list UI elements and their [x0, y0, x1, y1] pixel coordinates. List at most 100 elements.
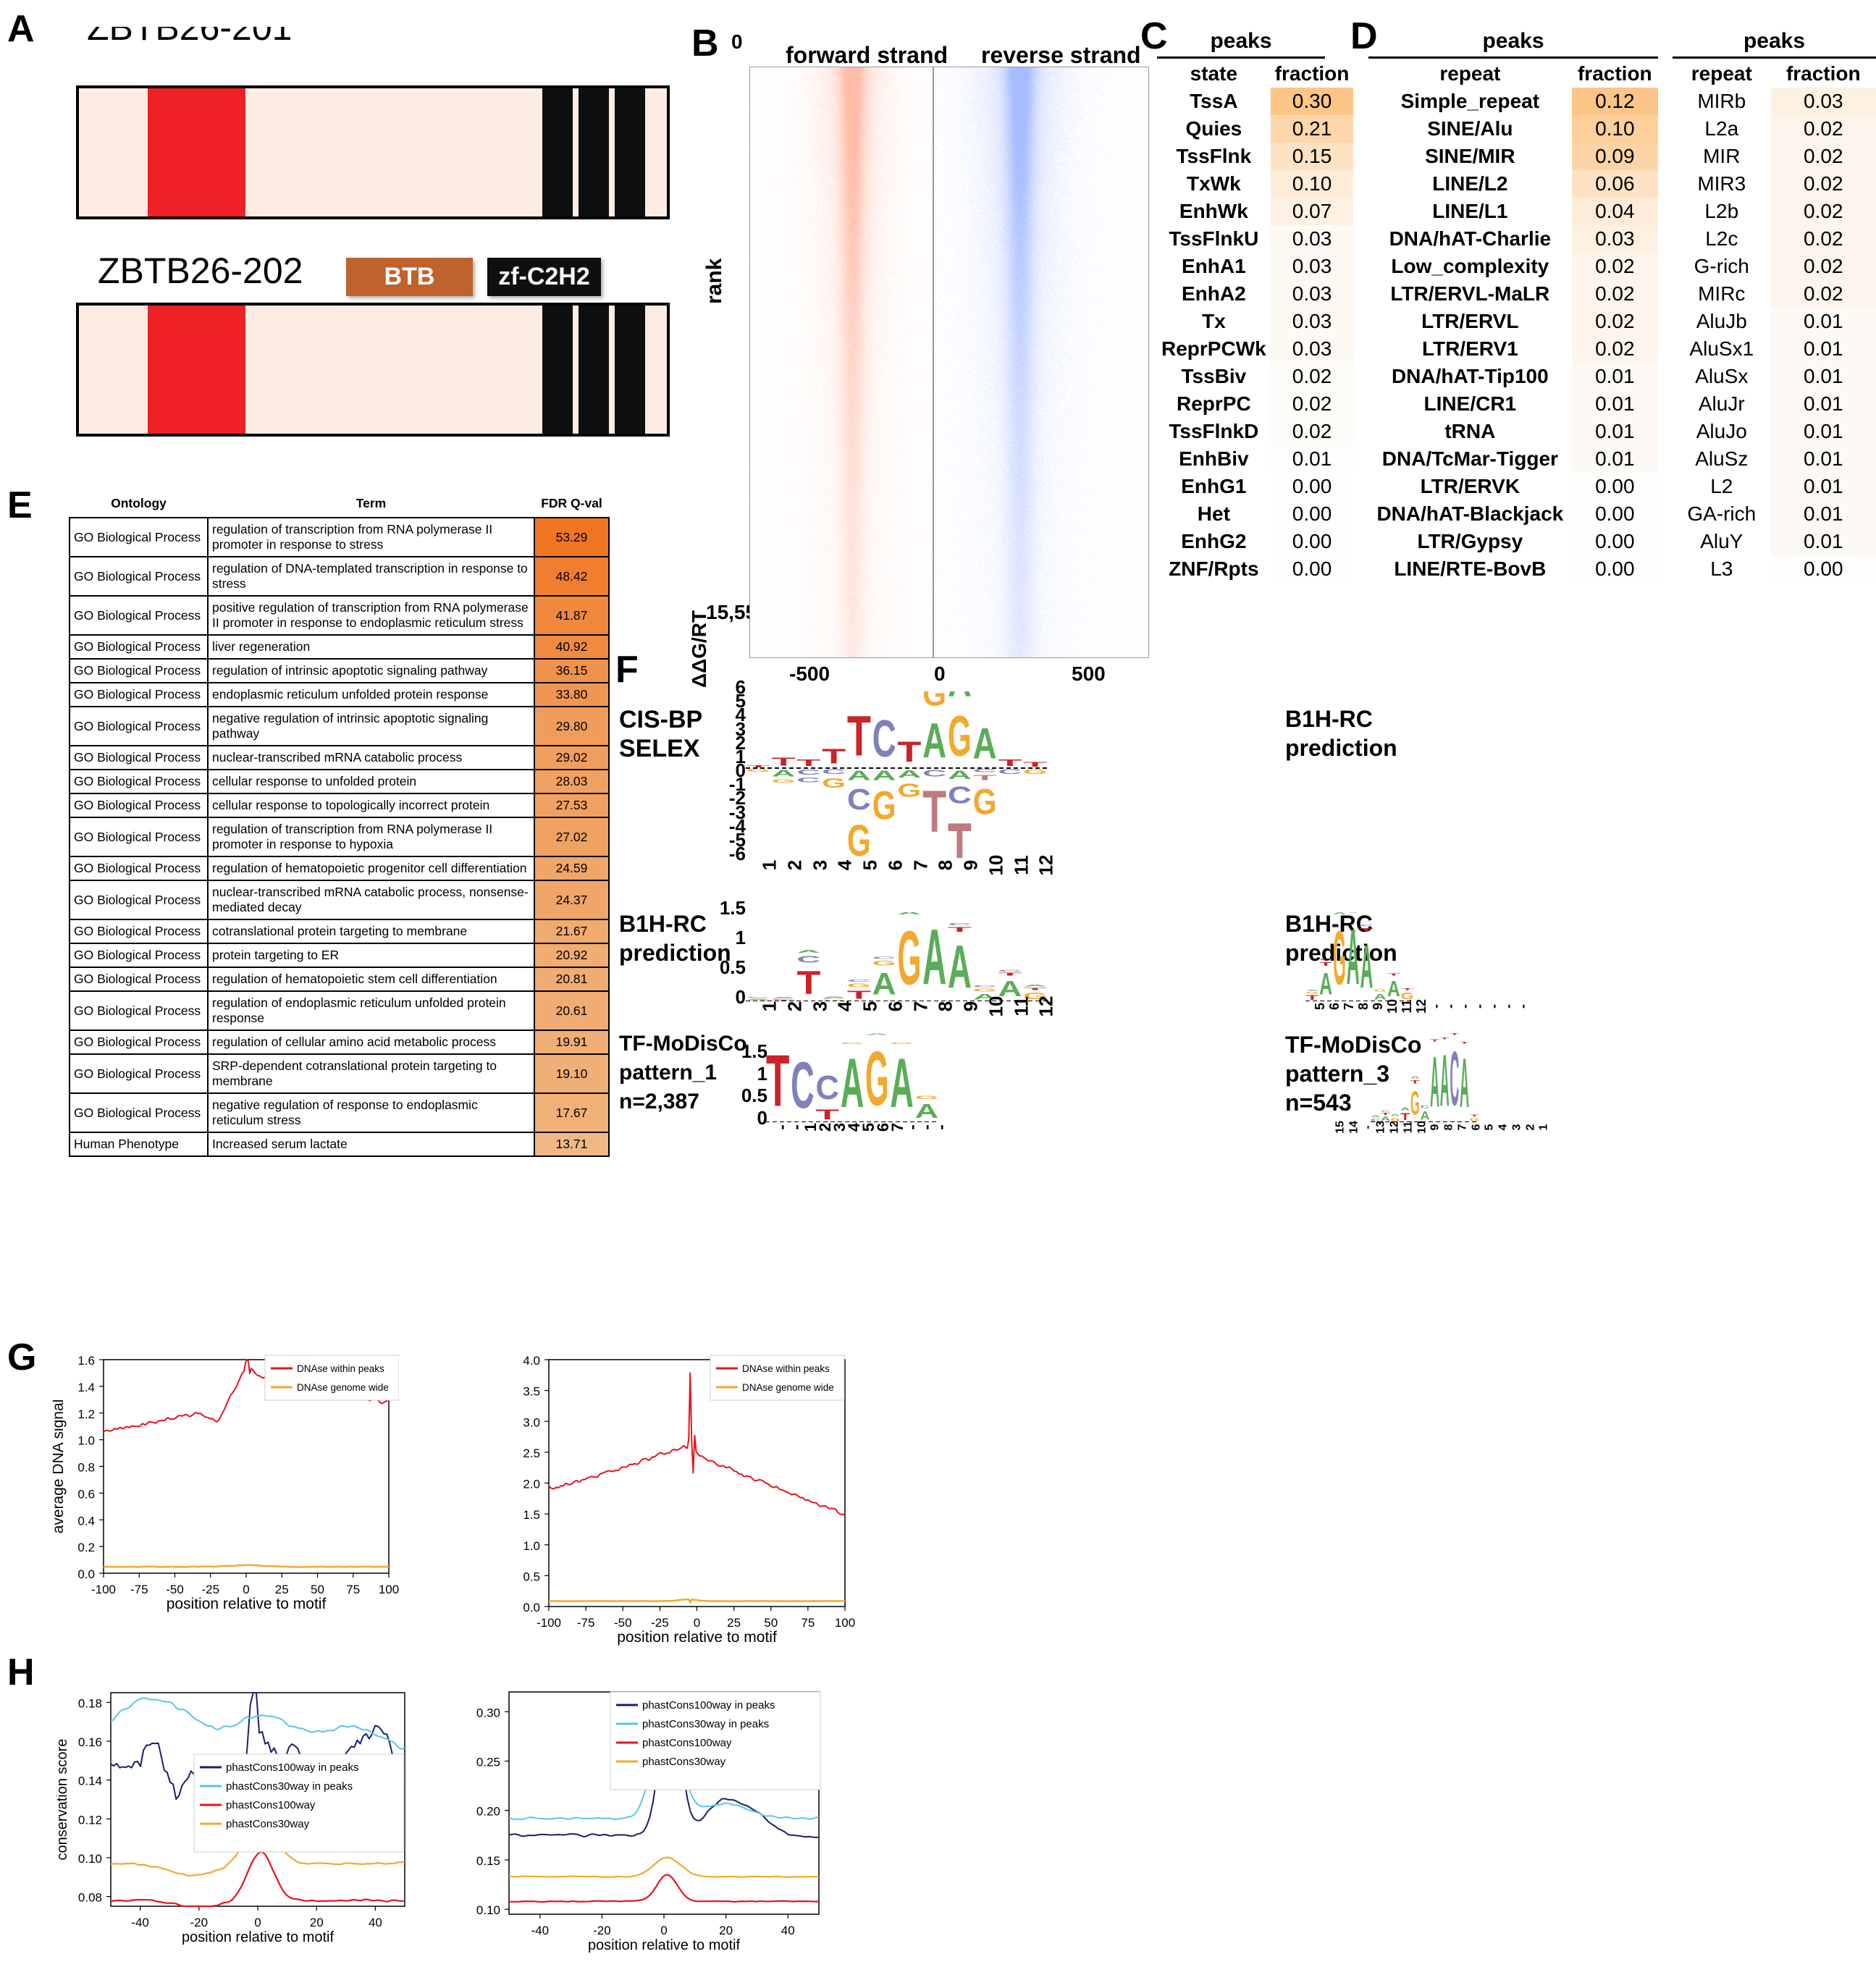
svg-text:A: A — [841, 1044, 865, 1122]
svg-text:T: T — [1450, 1033, 1460, 1035]
svg-text:-40: -40 — [531, 1924, 550, 1937]
svg-text:A: A — [847, 768, 871, 783]
svg-text:G: G — [847, 982, 871, 988]
svg-text:1.2: 1.2 — [77, 1407, 95, 1421]
svg-text:40: 40 — [781, 1924, 795, 1937]
svg-text:C: C — [998, 969, 1022, 972]
svg-text:0.10: 0.10 — [78, 1852, 102, 1866]
svg-text:phastCons100way: phastCons100way — [226, 1799, 316, 1811]
svg-text:phastCons100way in peaks: phastCons100way in peaks — [226, 1761, 358, 1774]
svg-text:G: G — [1305, 991, 1318, 994]
svg-text:C: C — [948, 922, 972, 926]
svg-text:0.20: 0.20 — [476, 1805, 500, 1819]
svg-text:T: T — [1470, 1114, 1480, 1117]
svg-text:T: T — [897, 736, 921, 768]
svg-text:G: G — [948, 705, 972, 768]
svg-text:G: G — [865, 1035, 889, 1122]
svg-text:A: A — [897, 912, 921, 915]
svg-text:C: C — [1421, 1104, 1431, 1108]
svg-text:25: 25 — [727, 1616, 741, 1630]
svg-text:A: A — [890, 1044, 914, 1122]
svg-text:1.5: 1.5 — [523, 1508, 540, 1522]
svg-text:A: A — [915, 1100, 939, 1122]
svg-text:0.14: 0.14 — [78, 1774, 102, 1788]
svg-text:0.08: 0.08 — [78, 1891, 102, 1905]
svg-text:C: C — [796, 954, 820, 964]
svg-text:T: T — [796, 758, 820, 768]
svg-text:-75: -75 — [577, 1616, 595, 1630]
svg-text:A: A — [1400, 1106, 1410, 1111]
svg-text:3.0: 3.0 — [523, 1415, 540, 1429]
svg-text:A: A — [1319, 968, 1332, 1001]
svg-text:0.30: 0.30 — [476, 1706, 500, 1719]
svg-text:A: A — [1440, 1040, 1450, 1122]
svg-text:0.5: 0.5 — [523, 1570, 540, 1583]
svg-text:C: C — [922, 912, 946, 914]
svg-text:0.25: 0.25 — [476, 1756, 500, 1769]
svg-text:25: 25 — [275, 1583, 289, 1596]
svg-text:C: C — [1381, 1110, 1390, 1112]
svg-text:T: T — [1360, 927, 1373, 933]
svg-text:0.8: 0.8 — [77, 1461, 95, 1475]
svg-text:A: A — [796, 949, 820, 954]
svg-text:A: A — [1430, 1043, 1439, 1122]
svg-text:75: 75 — [346, 1583, 360, 1596]
svg-text:DNAse genome wide: DNAse genome wide — [297, 1382, 389, 1393]
svg-text:50: 50 — [311, 1583, 324, 1596]
svg-text:T: T — [1387, 973, 1400, 977]
svg-text:T: T — [772, 756, 796, 768]
svg-text:phastCons30way: phastCons30way — [642, 1756, 726, 1768]
svg-text:-25: -25 — [201, 1583, 219, 1596]
svg-text:T: T — [922, 779, 946, 845]
svg-text:C: C — [998, 768, 1022, 775]
svg-text:A: A — [1360, 934, 1373, 1001]
svg-text:0.10: 0.10 — [476, 1903, 500, 1917]
svg-text:G: G — [1410, 1085, 1420, 1122]
svg-text:1.6: 1.6 — [77, 1354, 95, 1368]
svg-text:A: A — [772, 768, 796, 778]
svg-text:G: G — [897, 916, 921, 1001]
svg-text:position relative to motif: position relative to motif — [588, 1937, 741, 1953]
svg-text:T: T — [1410, 1079, 1421, 1085]
svg-text:phastCons30way: phastCons30way — [226, 1818, 310, 1830]
svg-text:0.18: 0.18 — [78, 1696, 102, 1710]
svg-text:0.15: 0.15 — [476, 1854, 500, 1868]
svg-text:0.2: 0.2 — [77, 1541, 95, 1554]
svg-text:-40: -40 — [131, 1916, 149, 1929]
svg-text:A: A — [948, 934, 972, 1001]
svg-text:G: G — [890, 1042, 914, 1044]
svg-text:A: A — [865, 1033, 889, 1035]
svg-text:T: T — [1460, 1042, 1470, 1045]
svg-text:T: T — [1023, 987, 1048, 990]
svg-text:0.4: 0.4 — [77, 1514, 95, 1528]
svg-text:T: T — [766, 1040, 790, 1122]
svg-text:100: 100 — [835, 1616, 855, 1630]
svg-text:50: 50 — [764, 1616, 778, 1630]
svg-text:A: A — [1371, 1115, 1380, 1118]
svg-text:C: C — [1360, 924, 1373, 927]
svg-text:average DNA signal: average DNA signal — [53, 1399, 67, 1534]
svg-text:A: A — [1347, 913, 1360, 1001]
svg-text:T: T — [822, 746, 846, 769]
svg-text:A: A — [973, 720, 997, 768]
svg-text:G: G — [1333, 915, 1346, 1001]
svg-text:A: A — [897, 768, 921, 780]
svg-text:G: G — [973, 781, 997, 822]
svg-text:3.5: 3.5 — [523, 1385, 540, 1399]
svg-text:100: 100 — [379, 1583, 399, 1596]
svg-text:position relative to motif: position relative to motif — [182, 1929, 335, 1945]
svg-text:C: C — [1319, 958, 1332, 961]
svg-text:-100: -100 — [91, 1583, 116, 1596]
svg-text:G: G — [847, 816, 871, 858]
svg-text:C: C — [822, 768, 846, 775]
svg-text:C: C — [847, 979, 871, 982]
svg-text:G: G — [915, 1095, 939, 1100]
svg-text:T: T — [998, 972, 1022, 977]
svg-text:-75: -75 — [130, 1583, 148, 1596]
svg-text:0: 0 — [694, 1616, 700, 1630]
svg-text:1.4: 1.4 — [77, 1381, 95, 1394]
svg-text:G: G — [872, 783, 896, 828]
svg-text:-100: -100 — [537, 1616, 561, 1630]
svg-text:A: A — [922, 913, 946, 1001]
svg-text:0.0: 0.0 — [77, 1567, 95, 1581]
